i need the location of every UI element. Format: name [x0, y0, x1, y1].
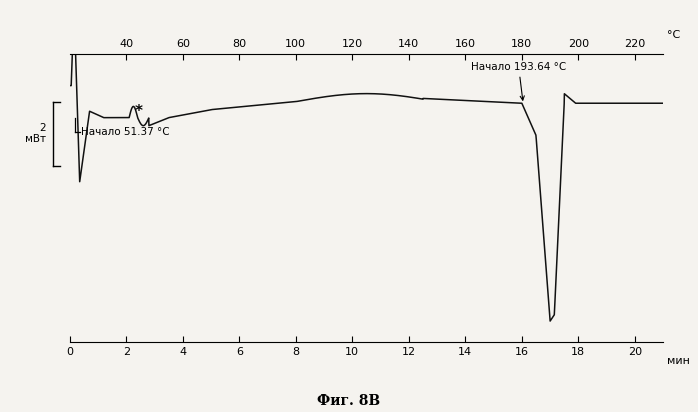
Text: *: * [135, 104, 143, 119]
Text: мин: мин [667, 356, 690, 365]
Text: Начало 51.37 °C: Начало 51.37 °C [81, 127, 170, 137]
Text: Начало 193.64 °C: Начало 193.64 °C [471, 61, 566, 100]
Text: 2
мВт: 2 мВт [25, 123, 46, 145]
Text: Фиг. 8В: Фиг. 8В [318, 394, 380, 408]
Text: °C: °C [667, 30, 681, 40]
